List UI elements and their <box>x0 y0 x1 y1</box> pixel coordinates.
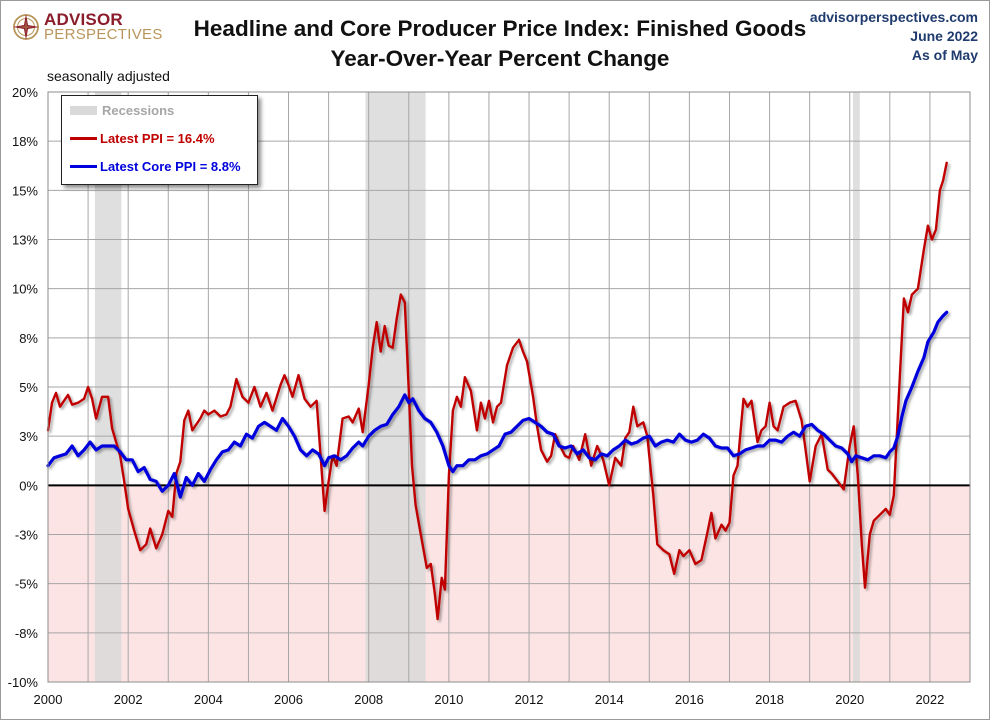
legend-label-core: Latest Core PPI = 8.8% <box>100 159 241 174</box>
plot-border-layer <box>47 91 971 683</box>
grid-layer <box>47 91 971 683</box>
x-axis-tick-labels: 2000 2002 2004 2006 2008 2010 2012 2014 2016 2018… <box>34 692 945 707</box>
y-tick-label: 13% <box>12 233 38 248</box>
x-tick-label: 2002 <box>114 692 143 707</box>
x-tick-label: 2016 <box>675 692 704 707</box>
source-block: advisorperspectives.com June 2022 As of … <box>810 8 978 65</box>
y-axis-tick-labels: 20% 18% 15% 13% 10% 8% 5% 3% 0% -3% -5% -8% -10% <box>8 85 39 690</box>
legend-label-headline: Latest PPI = 16.4% <box>100 131 215 146</box>
source-date: June 2022 <box>910 28 978 44</box>
y-tick-label: 5% <box>19 380 38 395</box>
y-tick-label: -3% <box>15 528 39 543</box>
x-tick-label: 2000 <box>34 692 63 707</box>
plot-border <box>47 91 971 683</box>
chart-title-line2: Year-Over-Year Percent Change <box>330 46 670 71</box>
x-tick-label: 2004 <box>194 692 223 707</box>
y-tick-label: 0% <box>19 478 38 493</box>
x-tick-label: 2014 <box>595 692 624 707</box>
x-tick-label: 2020 <box>835 692 864 707</box>
compass-icon <box>13 14 39 41</box>
source-site: advisorperspectives.com <box>809 9 978 25</box>
advisor-perspectives-logo: ADVISOR PERSPECTIVES <box>12 10 163 44</box>
headline-swatch <box>70 137 97 140</box>
legend-item-headline: Latest PPI = 16.4% <box>70 131 215 146</box>
recession-swatch <box>70 106 97 115</box>
series-line-core <box>46 310 949 499</box>
y-tick-label: 8% <box>19 331 38 346</box>
y-tick-label: -5% <box>15 577 39 592</box>
x-tick-label: 2012 <box>515 692 544 707</box>
chart-title: Headline and Core Producer Price Index: … <box>190 14 810 74</box>
logo-text-secondary: PERSPECTIVES <box>44 26 163 44</box>
y-tick-label: 3% <box>19 429 38 444</box>
series-layer <box>46 161 949 621</box>
series-line-headline <box>46 161 948 621</box>
x-tick-label: 2006 <box>274 692 303 707</box>
y-tick-label: -10% <box>8 675 39 690</box>
y-tick-label: 15% <box>12 183 38 198</box>
core-swatch <box>70 165 97 168</box>
x-tick-label: 2018 <box>755 692 784 707</box>
y-tick-label: -8% <box>15 626 39 641</box>
chart-title-line1: Headline and Core Producer Price Index: … <box>193 16 807 41</box>
chart-legend: Recessions Latest PPI = 16.4% Latest Cor… <box>61 95 258 185</box>
seasonal-note: seasonally adjusted <box>47 68 170 84</box>
x-tick-label: 2022 <box>915 692 944 707</box>
x-tick-label: 2010 <box>434 692 463 707</box>
legend-item-core: Latest Core PPI = 8.8% <box>70 159 241 174</box>
y-tick-label: 10% <box>12 282 38 297</box>
source-asof: As of May <box>911 47 978 63</box>
y-tick-label: 20% <box>12 85 38 100</box>
legend-item-recessions: Recessions <box>70 103 174 118</box>
y-tick-label: 18% <box>12 134 38 149</box>
logo-text-primary: ADVISOR <box>44 10 123 29</box>
legend-label-recessions: Recessions <box>102 103 175 118</box>
x-tick-label: 2008 <box>354 692 383 707</box>
